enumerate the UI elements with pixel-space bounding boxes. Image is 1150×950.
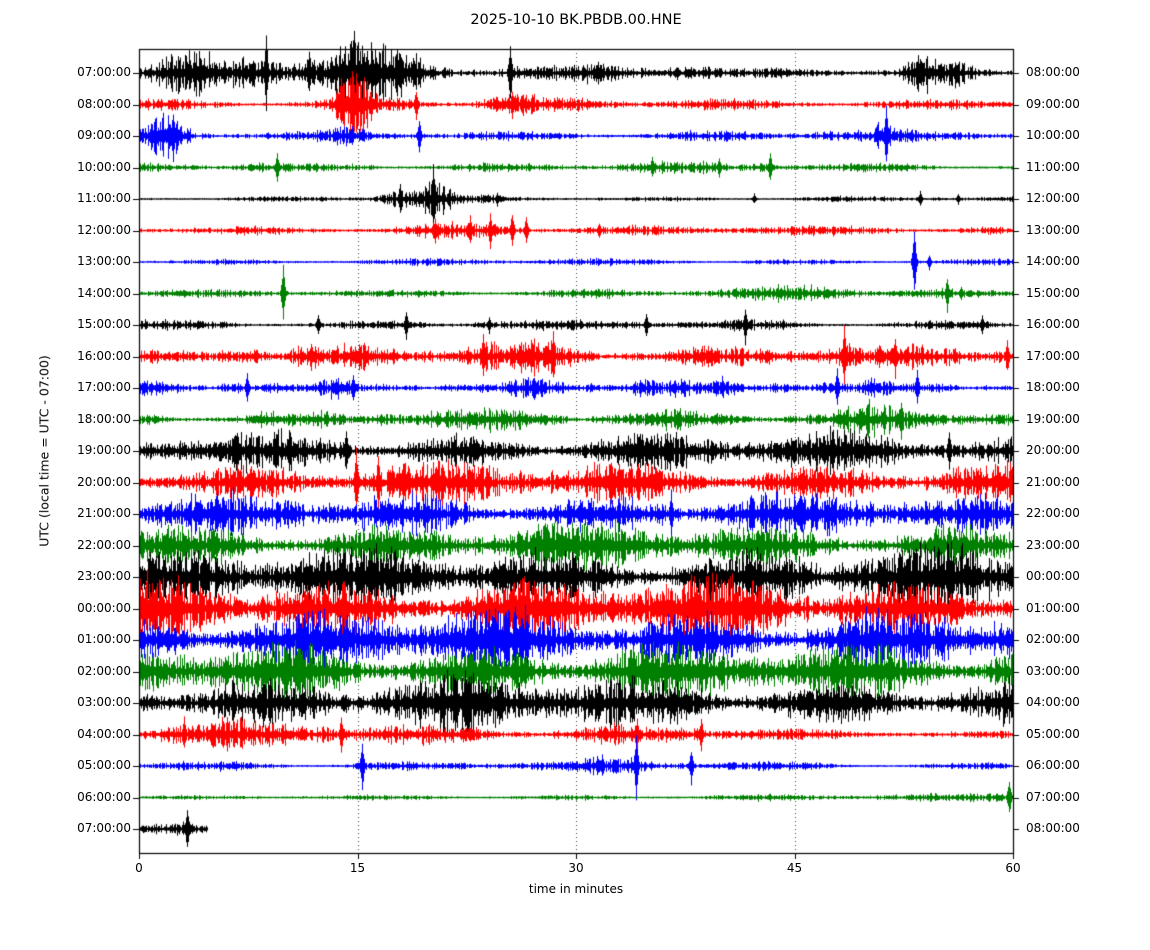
left-time-label: 21:00:00 [77, 506, 131, 520]
right-time-label: 13:00:00 [1026, 222, 1080, 237]
left-time-label: 20:00:00 [77, 474, 131, 489]
right-time-label: 18:00:00 [1026, 380, 1080, 394]
right-time-label: 04:00:00 [1026, 695, 1080, 709]
right-time-label: 14:00:00 [1026, 254, 1080, 268]
left-time-label: 12:00:00 [77, 222, 131, 237]
left-time-label: 07:00:00 [77, 65, 131, 79]
right-time-label: 01:00:00 [1026, 600, 1080, 615]
left-time-label: 23:00:00 [77, 569, 131, 583]
right-time-label: 08:00:00 [1026, 821, 1080, 835]
left-time-label: 09:00:00 [77, 128, 131, 142]
left-time-label: 01:00:00 [77, 632, 131, 646]
right-time-label: 23:00:00 [1026, 537, 1080, 552]
x-axis-label: time in minutes [528, 882, 624, 896]
right-time-label: 22:00:00 [1026, 506, 1080, 520]
right-time-label: 05:00:00 [1026, 726, 1080, 741]
left-time-label: 19:00:00 [77, 443, 131, 457]
right-time-label: 20:00:00 [1026, 443, 1080, 457]
left-time-label: 10:00:00 [77, 159, 131, 174]
right-time-label: 08:00:00 [1026, 65, 1080, 79]
right-time-label: 06:00:00 [1026, 758, 1080, 772]
left-time-label: 02:00:00 [77, 663, 131, 678]
left-time-label: 17:00:00 [77, 380, 131, 394]
x-tick-label: 30 [568, 861, 584, 875]
left-time-label: 16:00:00 [77, 348, 131, 363]
right-time-label: 15:00:00 [1026, 285, 1080, 300]
left-time-label: 06:00:00 [77, 789, 131, 804]
plot-title: 2025-10-10 BK.PBDB.00.HNE [470, 12, 682, 28]
left-time-label: 22:00:00 [77, 537, 131, 552]
left-time-label: 03:00:00 [77, 695, 131, 709]
left-time-label: 14:00:00 [77, 285, 131, 300]
left-time-label: 07:00:00 [77, 821, 131, 835]
right-time-label: 12:00:00 [1026, 191, 1080, 205]
right-time-label: 07:00:00 [1026, 789, 1080, 804]
right-time-label: 09:00:00 [1026, 96, 1080, 111]
x-tick-label: 60 [1005, 861, 1021, 875]
right-time-label: 16:00:00 [1026, 317, 1080, 331]
right-time-label: 02:00:00 [1026, 632, 1080, 646]
x-tick-label: 15 [349, 861, 366, 875]
left-time-label: 05:00:00 [77, 758, 131, 772]
x-tick-label: 45 [786, 861, 803, 875]
right-time-label: 03:00:00 [1026, 663, 1080, 678]
left-time-label: 04:00:00 [77, 726, 131, 741]
right-time-label: 17:00:00 [1026, 348, 1080, 363]
left-time-label: 11:00:00 [77, 191, 131, 205]
right-time-label: 11:00:00 [1026, 159, 1080, 174]
left-time-label: 18:00:00 [77, 411, 131, 426]
x-tick-label: 0 [135, 861, 143, 875]
right-time-label: 10:00:00 [1026, 128, 1080, 142]
right-time-label: 21:00:00 [1026, 474, 1080, 489]
left-time-label: 13:00:00 [77, 254, 131, 268]
right-time-label: 19:00:00 [1026, 411, 1080, 426]
right-time-label: 00:00:00 [1026, 569, 1080, 583]
left-time-label: 00:00:00 [77, 600, 131, 615]
left-time-label: 15:00:00 [77, 317, 131, 331]
left-time-label: 08:00:00 [77, 96, 131, 111]
